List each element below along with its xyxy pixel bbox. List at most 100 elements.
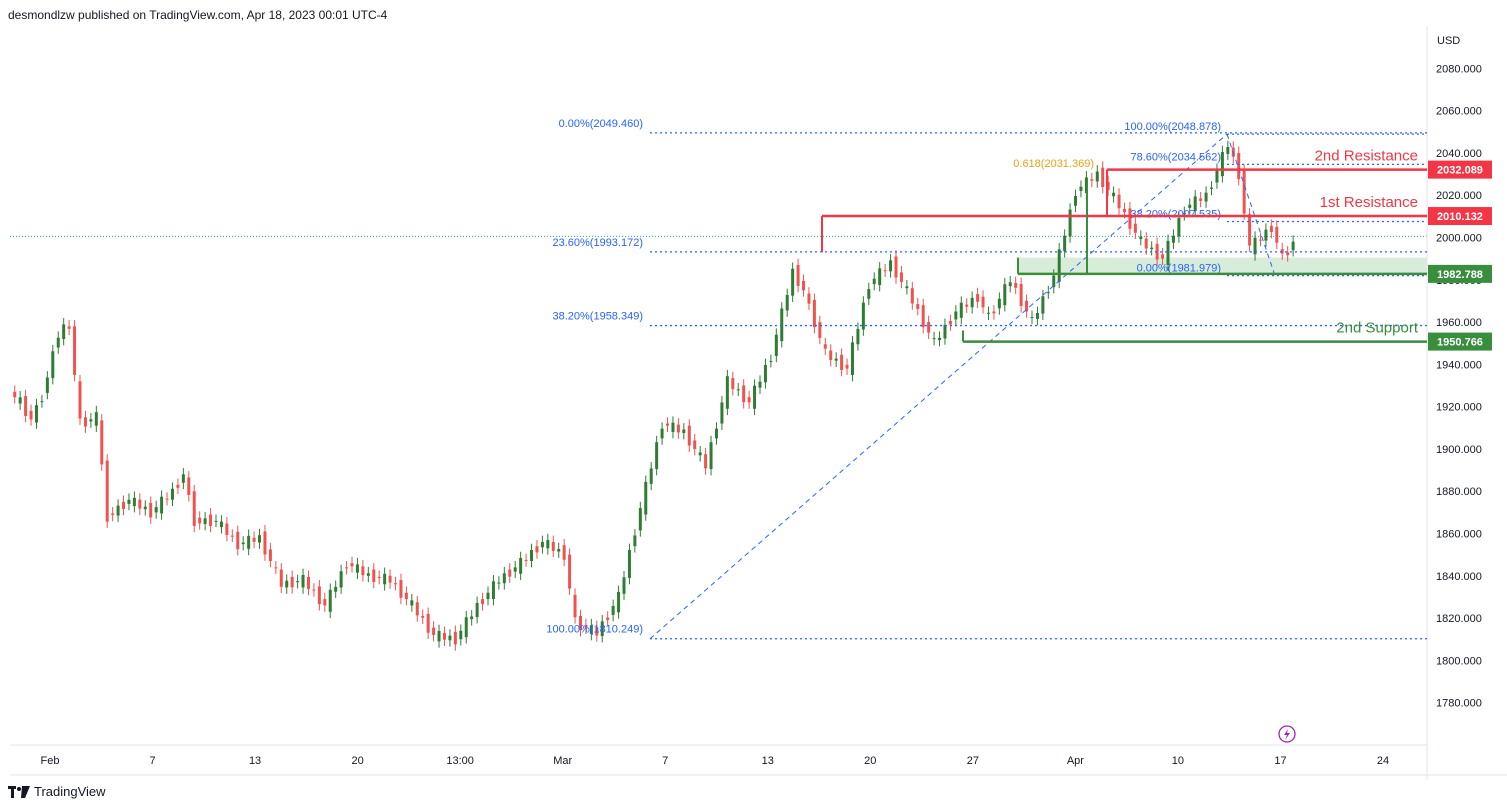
candle-body [676, 424, 680, 433]
candle-body [105, 460, 109, 522]
candle-body [1095, 171, 1099, 182]
x-tick-label: 7 [149, 755, 155, 767]
y-tick-label: 1960.000 [1436, 317, 1482, 329]
y-tick-label: 2060.000 [1436, 106, 1482, 118]
candle-body [285, 580, 289, 588]
candle-body [89, 419, 93, 422]
candle-body [1264, 229, 1268, 241]
x-tick-label: 20 [864, 755, 876, 767]
candle-body [725, 376, 729, 409]
candle-body [595, 627, 599, 636]
candle-body [127, 499, 131, 504]
price-tag-label: 2010.132 [1437, 211, 1483, 223]
price-tag-label: 2032.089 [1437, 165, 1483, 177]
x-tick-label: 13 [249, 755, 261, 767]
candle-body [334, 586, 338, 592]
candle-body [1046, 292, 1050, 294]
candle-body [361, 566, 365, 576]
candle-body [67, 326, 71, 329]
candle-body [1112, 192, 1116, 197]
tradingview-logo-icon [8, 785, 30, 798]
candle-body [481, 599, 485, 605]
candle-body [1177, 218, 1181, 237]
candle-body [872, 278, 876, 284]
candle-body [241, 542, 245, 545]
candle-body [1019, 283, 1023, 306]
currency-label: USD [1437, 35, 1460, 47]
price-chart[interactable]: USD 2080.000 2060.000 2040.000 2020.000 2000.… [0, 0, 1507, 780]
candle-body [111, 513, 115, 515]
candle-body [818, 322, 822, 338]
y-axis: USD 2080.000 2060.000 2040.000 2020.000 2000.… [1426, 26, 1482, 780]
candle-body [29, 410, 33, 420]
candle-body [747, 397, 751, 403]
candle-body [132, 497, 136, 507]
candle-body [1003, 284, 1007, 306]
y-tick-label: 2020.000 [1436, 190, 1482, 202]
candle-body [1041, 296, 1045, 314]
candle-body [170, 488, 174, 500]
candle-body [24, 396, 28, 416]
candle-body [388, 575, 392, 583]
candle-body [687, 425, 691, 446]
candle-body [894, 256, 898, 278]
candle-body [769, 360, 773, 362]
candle-body [997, 298, 1001, 309]
candle-body [1008, 282, 1012, 287]
candle-body [1063, 235, 1067, 252]
fib-right-label: 0.00%(1981.979) [1137, 263, 1221, 275]
candle-body [73, 326, 77, 375]
candle-body [812, 299, 816, 328]
candle-body [633, 535, 637, 547]
candle-body [372, 569, 376, 582]
candle-body [312, 589, 316, 591]
fib-left-label: 100.00%(1810.249) [546, 624, 643, 636]
lightning-icon [1278, 725, 1296, 743]
candle-body [1106, 181, 1110, 190]
y-tick-label: 2080.000 [1436, 63, 1482, 75]
candle-body [606, 617, 610, 621]
candle-body [1139, 236, 1143, 240]
candle-body [1161, 254, 1165, 259]
candle-body [834, 358, 838, 361]
y-tick-label: 1840.000 [1436, 571, 1482, 583]
price-tag [1428, 332, 1492, 351]
candle-body [355, 564, 359, 573]
candle-body [823, 344, 827, 349]
level-label: 2nd Resistance [1315, 148, 1418, 165]
candle-body [899, 272, 903, 282]
candle-body [638, 508, 642, 531]
candle-body [584, 624, 588, 628]
y-tick-label: 1920.000 [1436, 402, 1482, 414]
x-tick-label: 20 [351, 755, 363, 767]
candle-body [845, 364, 849, 369]
candle-body [578, 616, 582, 631]
candle-body [122, 501, 126, 509]
candle-body [56, 337, 60, 348]
candle-body [470, 616, 474, 620]
candle-body [383, 573, 387, 585]
x-tick-label: 13 [762, 755, 774, 767]
candle-body [644, 481, 648, 515]
candle-body [622, 577, 626, 594]
candle-body [1030, 316, 1034, 318]
candle-body [965, 304, 969, 307]
candle-body [1014, 282, 1018, 288]
publisher-header: desmondlzw published on TradingView.com,… [8, 8, 388, 22]
candle-body [802, 280, 806, 291]
candle-body [1052, 275, 1056, 288]
candle-body [921, 305, 925, 328]
candle-body [1101, 167, 1105, 188]
candle-body [780, 308, 784, 342]
candle-body [938, 337, 942, 341]
candle-body [296, 581, 300, 583]
price-tag [1428, 207, 1492, 226]
x-tick-label: 27 [967, 755, 979, 767]
candle-body [209, 514, 213, 526]
tradingview-footer[interactable]: TradingView [8, 784, 106, 799]
x-tick-label: 24 [1377, 755, 1389, 767]
candle-body [399, 580, 403, 598]
candle-body [742, 385, 746, 403]
candle-body [1084, 177, 1088, 194]
y-tick-label: 2040.000 [1436, 148, 1482, 160]
